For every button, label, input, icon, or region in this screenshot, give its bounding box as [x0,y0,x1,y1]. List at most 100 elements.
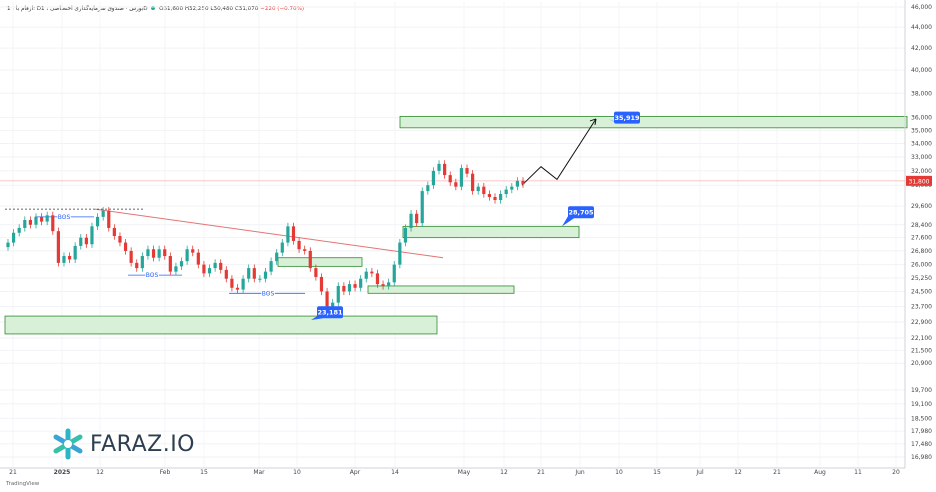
candle-body [28,220,32,225]
candle-body [403,227,408,243]
label-text: 35,919 [614,114,640,122]
candle [67,252,72,264]
projection-path [521,118,597,186]
level-price-label: 23,181 [311,306,343,320]
candle-body [364,271,368,279]
x-tick-label: Apr [350,469,361,476]
candle-body [163,249,167,257]
candle [454,178,458,191]
candle [286,222,290,247]
y-tick-label: 26,000 [911,262,932,269]
candle [426,181,430,195]
candle [101,207,105,221]
candle-body [241,278,245,290]
candle-body [499,194,503,201]
candles [6,160,525,316]
candle [185,245,189,265]
y-tick-label: 34,000 [911,140,932,147]
y-tick-label: 17,980 [911,428,932,435]
y-tick-label: 38,000 [911,90,932,97]
candle-body [387,282,391,286]
candle [213,259,217,272]
candle [45,211,49,226]
candle-body [275,252,279,262]
candle [56,227,60,267]
candle [107,207,111,232]
candle [151,245,156,262]
candle [465,164,469,178]
y-tick-label: 17,480 [911,441,932,448]
candle-body [73,245,77,260]
candle-body [51,215,55,232]
label-text: 23,181 [317,309,343,317]
y-tick-label: 18,500 [911,415,932,422]
candle [157,245,161,262]
candle-body [168,256,172,272]
candle [510,183,514,194]
candle [79,234,83,250]
candle [73,242,77,264]
candle-body [487,194,492,198]
candle [471,170,475,195]
candle-body [247,268,251,279]
candle-body [303,249,307,251]
candle [308,247,312,272]
candle-body [415,213,419,224]
candle [448,171,452,186]
candle [179,257,184,270]
y-tick-label: 46,000 [911,4,932,11]
candle-body [263,271,268,279]
support-zone-mid [367,285,515,294]
open-value: O31,600 [159,6,184,12]
candle-body [308,250,312,269]
level-price-label: 28,705 [562,206,594,227]
candle-body [79,237,83,246]
brand-logo: FARAZ.IO [52,428,195,460]
candle-body [493,197,497,201]
candle [247,264,251,283]
candle [342,282,346,296]
candle-body [219,262,223,270]
candle [6,238,10,251]
bos-label: BOS [146,272,159,279]
candle [140,252,144,272]
candle-body [123,242,128,251]
x-tick-label: 20 [892,469,900,476]
candle-body [230,278,234,288]
candle [392,261,396,286]
candle-body [336,285,340,303]
candle-body [465,168,469,174]
candle-body [420,191,424,224]
projection-arrow-icon [589,118,597,126]
target-price-label: 35,919 [608,111,640,124]
candle-body [23,220,27,228]
candle [409,210,413,232]
candle-body [129,250,133,263]
candle-body [174,266,178,272]
candle [269,257,273,276]
tradingview-watermark: TradingView [6,481,40,487]
candle-body [258,278,262,280]
candle [487,190,492,201]
change-value: −220 (−0.70%) [260,6,305,12]
y-tick-label: 28,400 [911,222,932,229]
candle-body [135,262,139,269]
y-axis: 46,000 44,000 42,000 40,000 38,000 36,000 35,0… [904,0,932,468]
candle [297,237,301,253]
candle-body [224,269,228,279]
candle-body [504,189,508,195]
current-price-badge-bg [906,175,932,186]
candle-body [342,285,346,292]
x-tick-label: Aug [814,469,826,476]
candle [163,245,167,260]
y-tick-label: 25,250 [911,275,932,282]
candle [39,213,44,226]
y-tick-label: 29,600 [911,203,932,210]
candle [95,213,100,230]
label-box [614,111,640,124]
candle [275,249,279,265]
candle [437,160,441,175]
y-tick-label: 16,980 [911,454,932,461]
x-tick-label: 2025 [54,469,71,476]
